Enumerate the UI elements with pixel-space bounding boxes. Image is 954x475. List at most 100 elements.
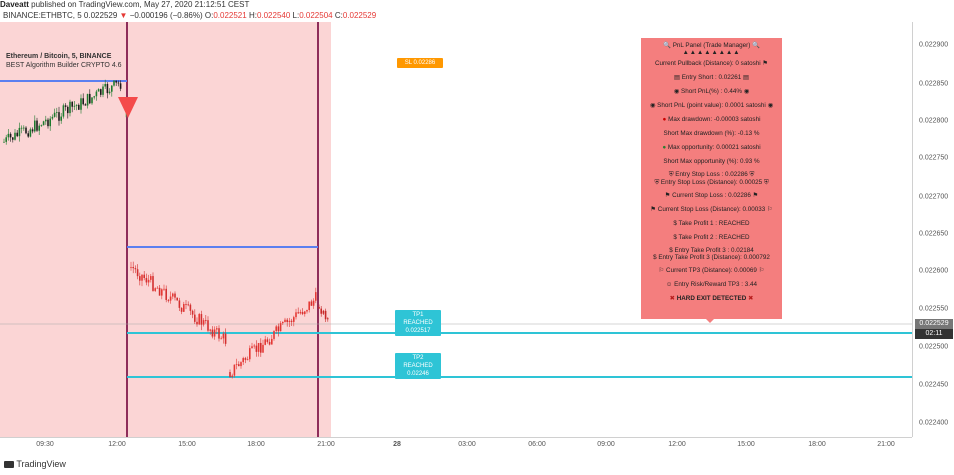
pnl-row-text: Short Max drawdown (%): -0.13 % <box>663 130 760 137</box>
pnl-row-max-opportunity-pct: Short Max opportunity (%): 0.93 % <box>641 158 782 165</box>
short-candle <box>185 304 187 305</box>
short-candle <box>147 279 150 283</box>
short-candle <box>246 359 249 361</box>
short-candle <box>301 311 304 315</box>
short-candle <box>266 339 269 342</box>
tp1-tag-line1: TP1 REACHED <box>403 312 433 326</box>
low-value: 0.022504 <box>299 11 333 20</box>
magnifier-icon: 🔍 <box>752 42 760 49</box>
symbol-label[interactable]: BINANCE:ETHBTC, 5 <box>3 11 82 20</box>
pre-entry-candle <box>53 112 56 117</box>
flag-icon: ⚐ <box>766 206 773 213</box>
short-candle <box>143 274 145 278</box>
chart-canvas[interactable] <box>0 22 912 437</box>
short-candle <box>312 300 315 306</box>
close-label: C: <box>334 11 343 20</box>
exit-candle <box>324 310 327 320</box>
pnl-row-text: Current Stop Loss : 0.02286 <box>672 192 751 199</box>
short-entry-marker-icon <box>118 97 138 118</box>
pre-entry-candle <box>117 82 120 84</box>
short-candle <box>150 276 152 280</box>
short-candle <box>183 304 185 312</box>
indicator-name[interactable]: BEST Algorithm Builder CRYPTO 4.6 <box>6 62 122 69</box>
short-candle <box>279 323 282 332</box>
pnl-row-text: Entry Stop Loss : 0.02286 <box>675 171 748 178</box>
pre-entry-candle <box>104 84 106 87</box>
sl-tag-label: SL 0.02286 <box>404 60 436 66</box>
pnl-row-text: Short PnL (point value): 0.0001 satoshi <box>657 102 766 109</box>
pre-entry-candle <box>42 121 45 126</box>
short-candle <box>286 319 288 323</box>
short-candle <box>152 276 154 291</box>
short-candle <box>205 320 207 321</box>
short-candle <box>196 321 198 325</box>
short-candle <box>271 338 273 345</box>
short-candle <box>132 266 134 269</box>
tradingview-logo-icon <box>4 461 14 469</box>
note-icon: ▤ <box>674 74 680 81</box>
pnl-row-current-tp3: ⚐ Current TP3 (Distance): 0.00069 ⚐ <box>641 267 782 274</box>
pre-entry-candle <box>31 129 34 132</box>
pre-entry-candle <box>45 119 47 122</box>
short-candle <box>297 312 299 314</box>
current-price-label: 0.022529 <box>915 319 953 329</box>
cross-icon: ✖ <box>669 295 675 302</box>
short-candle <box>209 329 211 331</box>
short-candle <box>255 345 258 352</box>
ohlc-legend: BINANCE:ETHBTC, 5 0.022529 ▼ −0.000196 (… <box>3 11 376 21</box>
price-chart[interactable]: Ethereum / Bitcoin, 5, BINANCE BEST Algo… <box>0 22 912 437</box>
short-candle <box>238 364 240 367</box>
short-candle <box>165 288 167 300</box>
pre-entry-candle <box>58 112 60 121</box>
tp2-tag-line1: TP2 REACHED <box>403 355 433 369</box>
y-tick: 0.022600 <box>919 267 949 275</box>
pnl-arrows: ▲▲▲▲▲▲▲▲ <box>682 49 741 56</box>
short-candle <box>216 328 218 330</box>
footer: TradingView <box>0 455 954 475</box>
pnl-row-text: Current Stop Loss (Distance): 0.00033 <box>657 206 766 213</box>
exit-candle <box>320 308 322 314</box>
short-candle <box>284 319 286 323</box>
short-candle <box>134 268 137 270</box>
pre-entry-candle <box>56 112 58 113</box>
short-candle <box>211 329 214 337</box>
flag-icon: ⚑ <box>752 192 759 199</box>
x-tick: 18:00 <box>247 441 265 448</box>
tp1-tag-line2: 0.022517 <box>405 328 431 334</box>
short-candle <box>229 372 231 378</box>
pnl-row-max-opportunity: ● Max opportunity: 0.00021 satoshi <box>641 144 782 151</box>
price-change: −0.000196 (−0.86%) <box>129 11 203 20</box>
time-axis[interactable]: 09:30 12:00 15:00 18:00 21:00 28 03:00 0… <box>0 437 912 452</box>
author-name[interactable]: Daveatt <box>0 0 29 9</box>
pre-entry-candle <box>23 127 25 129</box>
price-axis[interactable]: 0.022900 0.022850 0.022800 0.022750 0.02… <box>912 22 954 437</box>
pre-entry-candle <box>78 104 80 110</box>
short-candle <box>273 330 275 339</box>
short-candle <box>260 342 262 353</box>
short-candle <box>268 341 271 345</box>
tradingview-logo[interactable]: TradingView <box>4 459 66 469</box>
pnl-title: PnL Panel (Trade Manager) <box>672 42 751 49</box>
pre-entry-candle <box>12 137 14 140</box>
pnl-row-risk-reward: ☺ Entry Risk/Reward TP3 : 3.44 <box>641 281 782 288</box>
x-tick: 21:00 <box>877 441 895 448</box>
publish-info: published on TradingView.com, May 27, 20… <box>31 0 250 9</box>
pre-entry-candle <box>93 96 95 98</box>
y-tick: 0.022800 <box>919 117 949 125</box>
pnl-row-text: Short PnL(%) : 0.44% <box>681 88 742 95</box>
short-candle <box>172 293 174 297</box>
pnl-row-pnl-point: ◉ Short PnL (point value): 0.0001 satosh… <box>641 102 782 109</box>
dollar-icon: $ <box>669 247 673 254</box>
y-tick: 0.022450 <box>919 381 949 389</box>
flag-icon: ⚑ <box>762 60 769 67</box>
short-candle <box>154 288 156 291</box>
symbol-title[interactable]: Ethereum / Bitcoin, 5, BINANCE <box>6 53 112 60</box>
pre-entry-candle <box>80 98 82 110</box>
tp2-reached-tag: TP2 REACHED 0.02246 <box>395 353 441 379</box>
pre-entry-candle <box>113 80 115 86</box>
pre-entry-candle <box>91 97 93 104</box>
pnl-row-entry-stop: ⛨ Entry Stop Loss : 0.02286 ⛨ <box>641 171 782 179</box>
flag-icon: ⚑ <box>664 192 671 199</box>
pnl-row-text: Current TP3 (Distance): 0.00069 <box>666 267 757 274</box>
short-candle <box>222 333 225 339</box>
